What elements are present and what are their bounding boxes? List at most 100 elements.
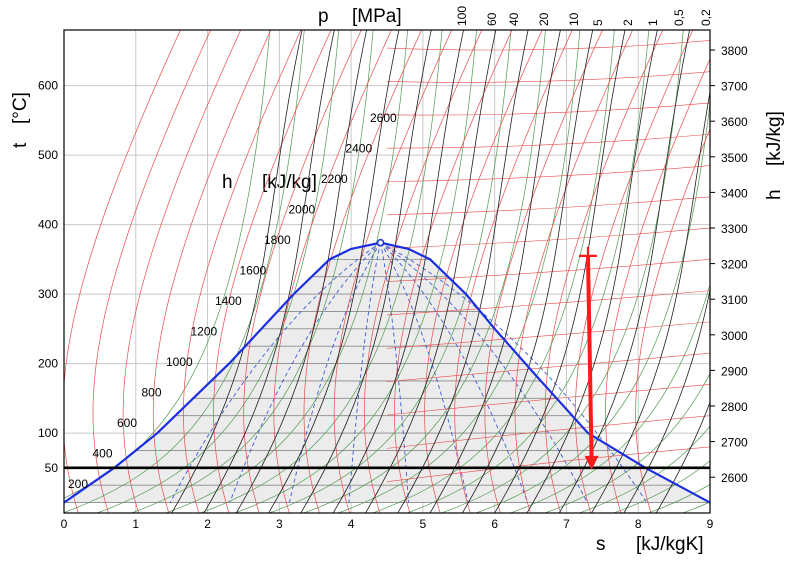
p-axis-label: p xyxy=(318,6,329,27)
h-tick-label: 2900 xyxy=(721,364,748,378)
isochore-curve xyxy=(648,484,710,513)
quality-line xyxy=(380,242,409,503)
h-tick-label: 3700 xyxy=(721,80,748,94)
plot-frame xyxy=(63,29,711,514)
isenthalp-curve xyxy=(386,71,710,83)
y-tick-label: 400 xyxy=(38,218,58,232)
h-tick-label: 3200 xyxy=(721,258,748,272)
isobar-curve xyxy=(454,30,573,513)
isochore-curve xyxy=(544,372,710,513)
enthalpy-curve-label: 600 xyxy=(117,416,137,430)
isobar-curve xyxy=(273,30,392,513)
pressure-tick-label: 0,5 xyxy=(672,9,686,26)
quality-line xyxy=(380,242,588,503)
two-phase-region xyxy=(64,242,710,503)
isobar-curve xyxy=(424,30,543,513)
x-tick-label: 4 xyxy=(348,517,355,531)
h-tick-label: 2800 xyxy=(721,400,748,414)
black-isobar-curve xyxy=(268,30,400,513)
h-tick-label: 3500 xyxy=(721,151,748,165)
isochore-curve xyxy=(269,30,512,513)
isenthalp-curve xyxy=(386,196,710,216)
isochore-curve xyxy=(131,30,374,513)
isenthalp-curve xyxy=(386,259,710,282)
expansion-arrow xyxy=(578,246,599,470)
h-axis-unit-right: [kJ/kg] xyxy=(764,111,785,166)
black-isobar-curve xyxy=(203,30,335,513)
isenthalp-curve xyxy=(386,227,710,249)
isenthalp-curve xyxy=(386,352,710,382)
isobar-curve xyxy=(514,30,634,513)
black-isobar-curve xyxy=(235,30,368,513)
critical-point xyxy=(376,238,385,247)
h-curves-label: h xyxy=(222,172,233,193)
isobar-curve xyxy=(303,30,422,513)
s-axis-unit: [kJ/kgK] xyxy=(636,534,704,555)
black-isobar-curve xyxy=(558,30,691,513)
y-tick-label: 500 xyxy=(38,148,58,162)
y-tick-label: 200 xyxy=(38,357,58,371)
quality-line xyxy=(288,242,381,503)
isochore-curve xyxy=(338,30,581,513)
h-tick-label: 3300 xyxy=(721,222,748,236)
isobar-curve xyxy=(122,30,242,513)
pressure-tick-label: 20 xyxy=(537,12,551,26)
arrow-shaft xyxy=(585,255,594,458)
isenthalp-curve xyxy=(386,321,710,349)
enthalpy-curve-label: 2200 xyxy=(321,172,348,186)
isobar-curve xyxy=(64,30,181,513)
isenthalp-curve xyxy=(386,165,710,182)
x-tick-label: 7 xyxy=(563,517,570,531)
enthalpy-curve-label: 1200 xyxy=(191,325,218,339)
t-axis-label: t xyxy=(10,142,31,148)
black-isobar-curve xyxy=(655,401,710,513)
black-isobar-curve xyxy=(429,30,561,513)
isobar-curve xyxy=(92,30,211,513)
h-tick-label: 3000 xyxy=(721,329,748,343)
h-tick-label: 3600 xyxy=(721,115,748,129)
isobar-curve xyxy=(394,30,513,513)
black-isobar-curve xyxy=(365,30,497,513)
pressure-tick-label: 60 xyxy=(485,12,499,26)
enthalpy-curve-label: 400 xyxy=(93,447,113,461)
black-isobar-curve xyxy=(300,30,432,513)
x-tick-label: 0 xyxy=(61,517,68,531)
isenthalp-curve xyxy=(386,40,710,51)
isobar-curve xyxy=(574,30,694,513)
y-tick-label: 100 xyxy=(38,426,58,440)
enthalpy-curve-label: 1600 xyxy=(240,264,267,278)
x-tick-label: 2 xyxy=(204,517,211,531)
isobar-curve xyxy=(183,30,302,513)
black-isobar-curve xyxy=(526,30,658,513)
enthalpy-curve-label: 1400 xyxy=(215,294,242,308)
saturated-vapor-line xyxy=(380,241,711,504)
pressure-tick-label: 10 xyxy=(567,12,581,26)
isochore-curve xyxy=(613,460,710,513)
enthalpy-curve-label: 2400 xyxy=(346,142,373,156)
isochore-curve xyxy=(303,30,546,513)
isenthalp-curve xyxy=(386,384,710,416)
isochore-curve xyxy=(372,30,615,513)
black-isobar-curve xyxy=(462,30,594,513)
tick-labels: 0 1 2 3 4 5 6 7 8 9 600 500 400 300 200 100 50 3800 3700 36… xyxy=(38,6,748,531)
pressure-tick-label: 1 xyxy=(646,19,660,26)
isenthalp-curve xyxy=(386,290,710,316)
property-curves xyxy=(64,30,710,513)
black-isobar-curve xyxy=(332,30,464,513)
isenthalp-curve xyxy=(386,446,710,483)
black-isobar-curve xyxy=(623,288,710,513)
quality-line xyxy=(348,242,381,503)
enthalpy-curve-label: 1000 xyxy=(166,355,193,369)
enthalpy-curve-label: 2600 xyxy=(370,111,397,125)
h-curves-unit: [kJ/kg] xyxy=(262,172,317,193)
black-isobar-curve xyxy=(171,30,303,513)
arrow-start-star xyxy=(578,246,597,265)
isochore-curve xyxy=(510,283,710,513)
quality-line xyxy=(169,242,381,503)
black-isobar-curve xyxy=(397,30,529,513)
quality-line xyxy=(380,242,469,503)
enthalpy-curve-label: 800 xyxy=(142,386,162,400)
x-tick-label: 5 xyxy=(420,517,427,531)
p-axis-unit: [MPa] xyxy=(352,6,402,27)
pressure-tick-label: 5 xyxy=(591,19,605,26)
